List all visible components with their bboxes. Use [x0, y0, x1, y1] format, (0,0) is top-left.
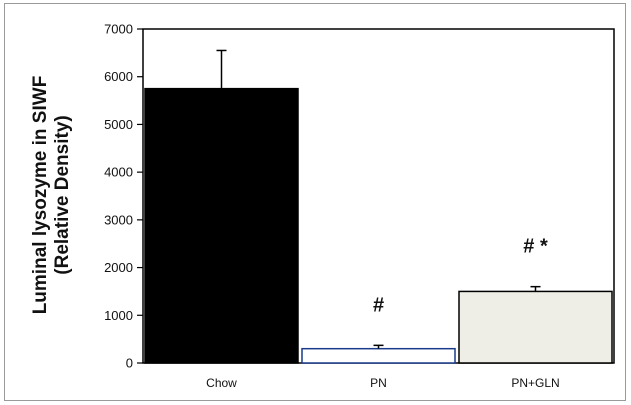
- y-tick-label: 0: [126, 356, 133, 371]
- y-tick-label: 4000: [104, 165, 133, 180]
- significance-marker: #: [373, 294, 384, 316]
- bar-pn: [301, 347, 456, 364]
- y-tick-label: 2000: [104, 260, 133, 275]
- significance-marker: # *: [523, 236, 548, 258]
- y-tick-label: 3000: [104, 212, 133, 227]
- y-tick-label: 5000: [104, 117, 133, 132]
- plot-area: 0 1000 2000 3000 4000 5000 6000 7000 Chow PN # PN+G…: [104, 22, 615, 390]
- y-axis-label-line-2: (Relative Density): [52, 115, 73, 274]
- bar-pn-gln: [458, 290, 613, 364]
- y-axis-label: Luminal lysozyme in SIWF (Relative Densi…: [30, 76, 73, 315]
- y-tick-label: 6000: [104, 69, 133, 84]
- y-tick-label: 7000: [104, 22, 133, 37]
- x-tick-label: PN+GLN: [511, 376, 559, 390]
- bar-chow: [144, 87, 299, 364]
- x-tick-label: PN: [370, 376, 387, 390]
- x-tick-label: Chow: [206, 376, 237, 390]
- y-tick-label: 1000: [104, 308, 133, 323]
- y-axis-label-line-1: Luminal lysozyme in SIWF: [30, 76, 51, 315]
